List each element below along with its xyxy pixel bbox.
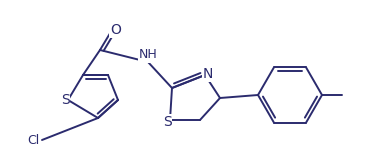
Text: O: O — [110, 23, 121, 37]
Text: N: N — [203, 67, 213, 81]
Text: NH: NH — [139, 48, 157, 62]
Text: Cl: Cl — [27, 134, 39, 146]
Text: S: S — [163, 115, 171, 129]
Text: S: S — [61, 93, 69, 107]
